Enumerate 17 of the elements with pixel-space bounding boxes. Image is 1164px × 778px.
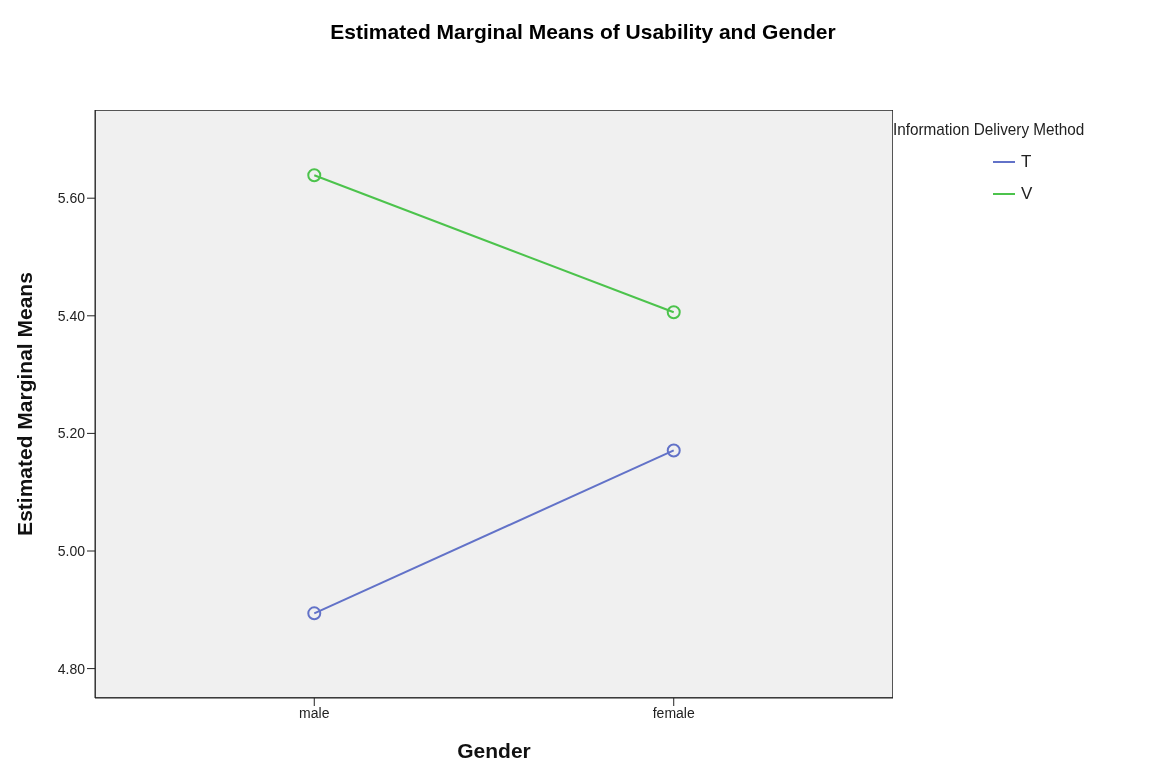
y-tick-label: 5.60 [57,190,86,207]
y-tick-label: 5.20 [57,425,86,442]
y-axis-title: Estimated Marginal Means [13,272,37,536]
point [666,305,681,320]
legend-label: V [1021,184,1033,204]
chart-title: Estimated Marginal Means of Usability and Gender [329,20,837,44]
point [666,443,681,458]
y-tick-label: 4.80 [57,660,86,677]
x-tick-label: female [652,704,695,721]
legend-label: T [1021,152,1032,172]
x-axis-title: Gender [457,739,531,762]
x-tick-label: male [299,704,330,721]
y-tick-label: 5.40 [57,307,86,324]
legend-title: Information Delivery Method [893,120,1086,140]
y-tick-label: 5.00 [57,542,86,559]
point [307,606,322,621]
point [307,168,322,183]
